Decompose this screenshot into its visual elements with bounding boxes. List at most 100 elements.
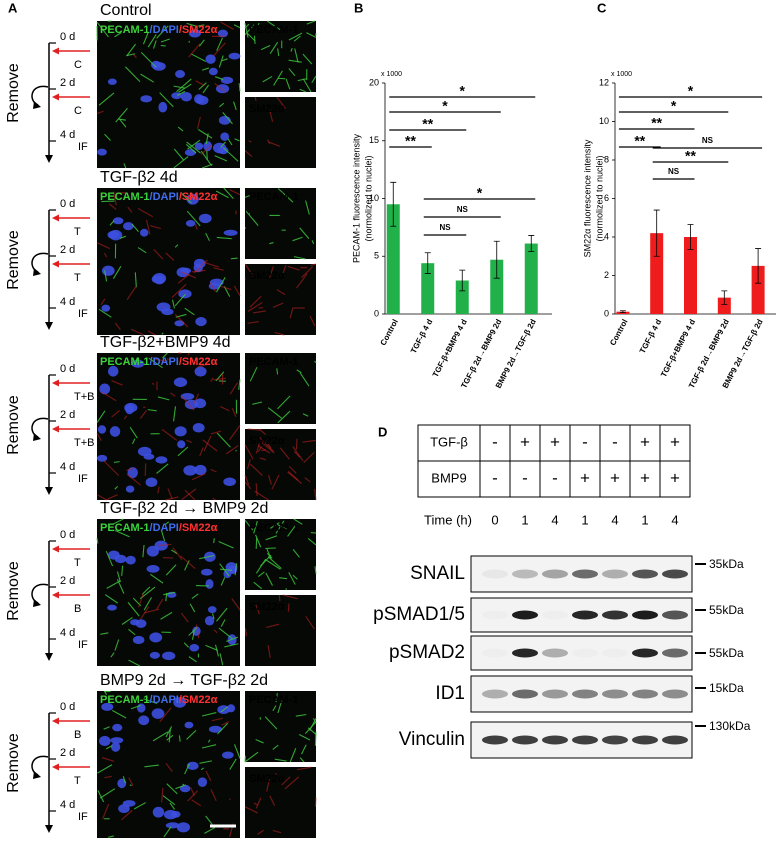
fiber xyxy=(247,302,263,312)
fiber xyxy=(213,629,218,634)
fiber xyxy=(176,78,192,93)
significance-label: * xyxy=(477,185,483,201)
fiber xyxy=(156,463,169,474)
micrograph-content xyxy=(96,20,241,169)
fiber xyxy=(193,259,208,274)
fiber xyxy=(163,591,176,596)
fiber xyxy=(201,744,217,749)
fiber xyxy=(156,25,169,39)
fiber xyxy=(196,116,201,129)
fiber xyxy=(267,556,282,569)
fiber xyxy=(249,295,262,308)
fiber xyxy=(295,713,307,717)
nucleus xyxy=(162,651,176,661)
fiber xyxy=(191,269,206,273)
stain-sm22: /SM22α xyxy=(179,694,218,706)
fiber xyxy=(159,92,174,108)
fiber xyxy=(292,549,300,558)
fiber xyxy=(185,143,197,154)
fiber xyxy=(214,155,228,162)
treatment-arrowhead xyxy=(52,379,59,387)
fiber xyxy=(246,32,256,42)
stain-label: PECAM-1/DAPI/SM22α xyxy=(100,356,218,368)
fiber xyxy=(287,471,302,485)
fiber xyxy=(287,523,297,537)
significance-label: ** xyxy=(634,133,645,149)
nucleus xyxy=(99,383,111,395)
fiber xyxy=(230,257,238,260)
fiber xyxy=(272,829,282,834)
fiber xyxy=(191,593,199,599)
fiber xyxy=(265,559,281,570)
fiber xyxy=(177,446,189,457)
stain-label: PECAM-1/DAPI/SM22α xyxy=(100,522,218,534)
marker-label: 130kDa xyxy=(709,719,751,733)
fiber xyxy=(272,744,279,750)
axis-multiplier: x 1000 xyxy=(381,71,402,78)
fiber xyxy=(212,497,217,501)
micrograph-content xyxy=(244,766,317,835)
treatment-label: B xyxy=(74,729,81,741)
fiber xyxy=(238,379,241,390)
fiber xyxy=(306,20,315,25)
fiber xyxy=(219,405,230,412)
nucleus xyxy=(173,697,187,708)
nucleus xyxy=(96,454,108,462)
fiber xyxy=(197,363,210,368)
fiber xyxy=(247,428,261,431)
fiber xyxy=(187,352,191,356)
fiber xyxy=(119,119,127,128)
fiber xyxy=(267,475,272,485)
blot-band xyxy=(542,611,568,620)
day-label: 2 d xyxy=(60,747,75,759)
condition-sign: + xyxy=(670,432,680,451)
fiber xyxy=(299,757,305,763)
fiber xyxy=(198,24,205,27)
fiber xyxy=(115,529,130,538)
fiber xyxy=(278,594,281,602)
fiber xyxy=(171,299,176,309)
micrograph-content xyxy=(244,518,317,591)
fiber xyxy=(255,443,260,454)
time-value: 1 xyxy=(641,512,648,527)
fiber xyxy=(158,543,172,547)
stain-dapi: /DAPI xyxy=(150,522,179,534)
blot-label: pSMAD1/5 xyxy=(373,604,465,625)
fiber xyxy=(277,700,283,714)
fiber xyxy=(257,829,264,835)
blot-band xyxy=(482,649,508,658)
blot-band xyxy=(572,735,598,745)
fiber xyxy=(307,538,317,546)
fiber xyxy=(126,43,137,57)
nucleus xyxy=(158,101,168,113)
blot-band xyxy=(602,610,628,620)
fiber xyxy=(238,83,241,92)
day-label: 4 d xyxy=(60,627,75,639)
readout-label: IF xyxy=(78,308,88,320)
treatment-label: T xyxy=(74,226,81,238)
significance-label: * xyxy=(688,83,694,99)
timeline-arrowhead xyxy=(45,155,53,163)
fiber xyxy=(173,85,185,89)
fiber xyxy=(219,563,230,577)
fiber xyxy=(279,577,288,580)
blot-band xyxy=(512,610,538,620)
marker-label: 55kDa xyxy=(709,603,744,617)
fiber xyxy=(260,44,271,51)
fiber xyxy=(101,756,115,763)
fiber xyxy=(168,728,171,743)
time-value: 4 xyxy=(611,512,618,527)
x-tick-label: TGF-β+BMP9 4 d xyxy=(659,318,697,379)
fiber xyxy=(203,261,220,268)
fiber xyxy=(254,96,257,101)
fiber xyxy=(145,219,151,235)
nucleus xyxy=(226,704,236,713)
fiber xyxy=(122,776,126,784)
fiber xyxy=(266,623,280,629)
condition-sign: - xyxy=(492,468,498,487)
fiber xyxy=(297,766,312,771)
fiber xyxy=(254,490,269,501)
micrograph-content xyxy=(96,187,241,336)
y-axis-label: (normolized to nuclei) xyxy=(363,155,373,241)
micrograph-content xyxy=(249,360,317,424)
